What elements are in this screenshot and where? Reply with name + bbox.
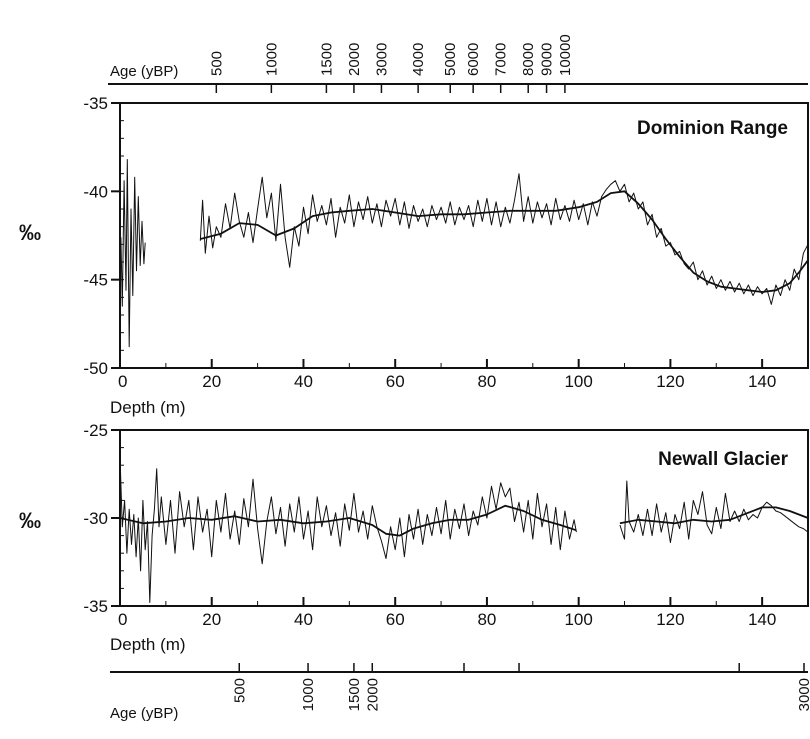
y-tick-label: -45 bbox=[83, 271, 108, 290]
x-tick-label: 120 bbox=[656, 610, 684, 629]
y-tick-label: -25 bbox=[83, 421, 108, 440]
age-axis-title: Age (yBP) bbox=[110, 705, 178, 722]
x-tick-label: 80 bbox=[477, 610, 496, 629]
age-tick-label: 2000 bbox=[364, 678, 381, 711]
y-tick-label: -35 bbox=[83, 597, 108, 616]
y-tick-label: -40 bbox=[83, 182, 108, 201]
smoothed-curve bbox=[120, 504, 577, 537]
y-tick-label: -35 bbox=[83, 94, 108, 113]
x-tick-label: 40 bbox=[294, 610, 313, 629]
series-group bbox=[120, 456, 808, 603]
age-tick-label: 3000 bbox=[796, 678, 810, 711]
raw-isotope-line bbox=[120, 456, 577, 603]
age-tick-label: 4000 bbox=[410, 43, 427, 76]
x-tick-label: 100 bbox=[564, 610, 592, 629]
age-tick-label: 1500 bbox=[346, 678, 363, 711]
newall-glacier-panel: -25 -30 -35 0 20 40 60 80 100 120 140 Depth (m) ‰ New… bbox=[19, 421, 810, 722]
age-tick-label: 8000 bbox=[520, 43, 537, 76]
dominion-range-panel: -35 -40 -45 -50 0 20 40 60 80 100 120 140 Depth (m) ‰… bbox=[19, 34, 809, 417]
smoothed-curve bbox=[200, 190, 808, 293]
age-tick-label: 10000 bbox=[557, 34, 574, 76]
age-tick-label: 500 bbox=[231, 678, 248, 703]
y-axis-unit: ‰ bbox=[19, 508, 41, 533]
age-tick-label: 9000 bbox=[539, 43, 556, 76]
y-tick-label: -50 bbox=[83, 359, 108, 378]
x-tick-label: 140 bbox=[748, 610, 776, 629]
age-tick-label: 5000 bbox=[442, 43, 459, 76]
x-tick-label: 120 bbox=[656, 372, 684, 391]
age-tick-label: 1500 bbox=[318, 43, 335, 76]
raw-isotope-line bbox=[120, 159, 146, 348]
plot-frame bbox=[119, 102, 809, 369]
smoothed-curve bbox=[619, 506, 808, 525]
x-tick-label: 20 bbox=[202, 372, 221, 391]
x-tick-label: 80 bbox=[477, 372, 496, 391]
age-tick-label: 3000 bbox=[373, 43, 390, 76]
y-axis-unit: ‰ bbox=[19, 220, 41, 245]
age-tick-label: 2000 bbox=[346, 43, 363, 76]
x-tick-label: 140 bbox=[748, 372, 776, 391]
age-tick-label: 1000 bbox=[263, 43, 280, 76]
x-tick-label: 60 bbox=[386, 372, 405, 391]
panel-title: Newall Glacier bbox=[658, 449, 789, 470]
age-tick-label: 500 bbox=[208, 51, 225, 76]
age-axis-title: Age (yBP) bbox=[110, 63, 178, 80]
age-tick-label: 6000 bbox=[465, 43, 482, 76]
panel-title: Dominion Range bbox=[637, 118, 788, 139]
series-group bbox=[120, 159, 808, 348]
age-tick-label: 7000 bbox=[493, 43, 510, 76]
x-tick-label: 0 bbox=[118, 372, 127, 391]
x-tick-label: 40 bbox=[294, 372, 313, 391]
raw-isotope-line bbox=[619, 480, 808, 544]
y-tick-label: -30 bbox=[83, 509, 108, 528]
x-axis-title: Depth (m) bbox=[110, 398, 186, 417]
x-tick-label: 100 bbox=[564, 372, 592, 391]
x-tick-label: 0 bbox=[118, 610, 127, 629]
age-tick-label: 1000 bbox=[300, 678, 317, 711]
x-tick-label: 60 bbox=[386, 610, 405, 629]
x-axis-title: Depth (m) bbox=[110, 635, 186, 654]
x-tick-label: 20 bbox=[202, 610, 221, 629]
